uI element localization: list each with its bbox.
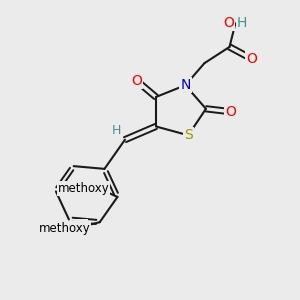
Text: O: O [77, 220, 87, 233]
Text: methoxy: methoxy [38, 222, 90, 235]
Text: O: O [131, 74, 142, 88]
Text: O: O [223, 16, 234, 30]
Text: methoxy: methoxy [80, 188, 87, 189]
Text: methoxy: methoxy [58, 182, 110, 195]
Text: S: S [184, 128, 193, 142]
Text: O: O [226, 105, 236, 119]
Text: H: H [112, 124, 121, 137]
Text: O: O [246, 52, 257, 66]
Text: H: H [237, 16, 247, 30]
Text: O: O [96, 183, 106, 196]
Text: N: N [180, 78, 190, 92]
